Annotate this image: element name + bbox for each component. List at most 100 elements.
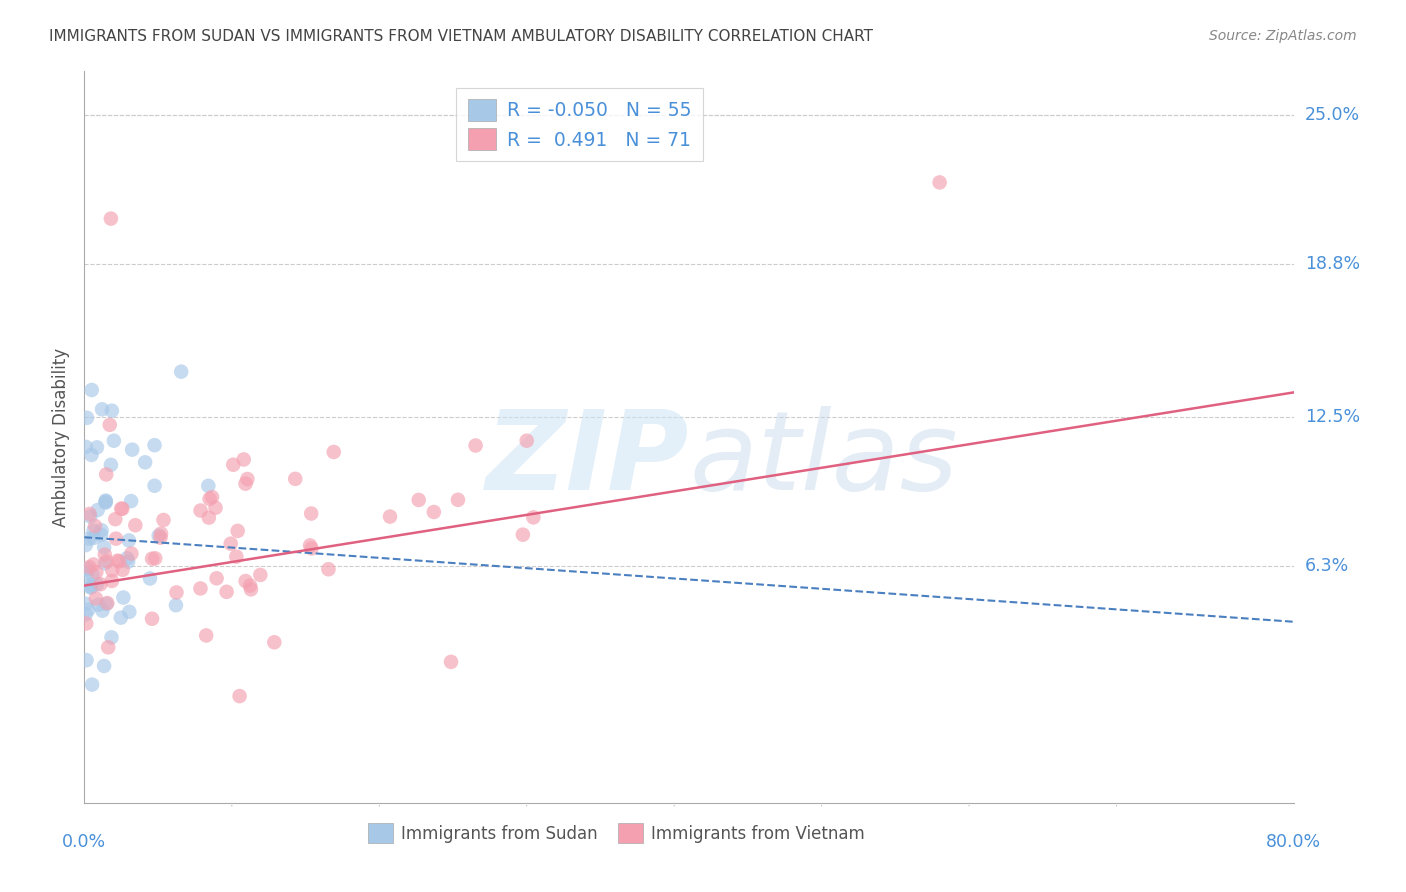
Point [236,472,259,486]
Point [322,445,344,459]
Point [90,528,112,542]
Point [101,403,124,417]
Point [79,581,101,595]
Point [165,598,187,612]
Point [440,655,463,669]
Point [143,551,166,566]
Point [87,503,110,517]
Point [148,529,170,543]
Text: ZIP: ZIP [485,406,689,513]
Point [91,402,114,417]
Point [204,500,226,515]
Point [226,524,249,538]
Point [118,605,141,619]
Point [239,582,262,597]
Legend: Immigrants from Sudan, Immigrants from Vietnam: Immigrants from Sudan, Immigrants from V… [361,817,872,849]
Point [96,596,118,610]
Point [83,524,105,538]
Point [76,562,98,576]
Point [152,513,174,527]
Point [120,494,142,508]
Point [100,458,122,472]
Point [205,571,228,585]
Point [111,563,134,577]
Point [318,562,340,576]
Point [139,571,162,585]
Point [80,580,103,594]
Point [76,566,98,581]
Point [75,440,97,454]
Point [928,175,950,189]
Point [516,434,538,448]
Point [84,519,107,533]
Point [77,532,100,546]
Text: 18.8%: 18.8% [1305,255,1360,274]
Point [79,509,101,524]
Point [190,503,212,517]
Point [110,610,132,624]
Text: 6.3%: 6.3% [1305,558,1348,575]
Point [115,551,138,566]
Point [93,540,115,554]
Point [198,491,221,506]
Point [96,597,118,611]
Point [235,476,257,491]
Point [197,479,219,493]
Point [232,452,254,467]
Point [79,560,101,574]
Point [143,438,166,452]
Point [94,548,117,562]
Point [284,472,307,486]
Point [96,467,118,482]
Point [464,438,486,452]
Point [141,551,163,566]
Point [215,584,238,599]
Point [97,640,120,655]
Point [83,531,105,545]
Text: atlas: atlas [689,406,957,513]
Point [166,585,188,599]
Point [120,547,142,561]
Point [299,538,322,552]
Point [149,531,172,545]
Point [121,442,143,457]
Point [112,591,135,605]
Point [423,505,446,519]
Point [201,490,224,504]
Text: IMMIGRANTS FROM SUDAN VS IMMIGRANTS FROM VIETNAM AMBULATORY DISABILITY CORRELATI: IMMIGRANTS FROM SUDAN VS IMMIGRANTS FROM… [49,29,873,44]
Point [76,653,98,667]
Point [198,510,221,524]
Point [239,578,262,592]
Point [108,554,131,568]
Point [301,541,323,556]
Point [195,628,218,642]
Point [75,538,97,552]
Point [150,526,173,541]
Point [190,582,212,596]
Point [75,616,97,631]
Point [94,496,117,510]
Point [75,607,97,622]
Point [75,597,97,611]
Point [117,555,139,569]
Point [235,574,257,588]
Point [80,677,103,691]
Point [141,612,163,626]
Point [82,568,104,582]
Point [101,563,124,577]
Point [110,501,132,516]
Point [77,602,100,616]
Point [82,558,104,572]
Text: 25.0%: 25.0% [1305,106,1360,124]
Point [124,518,146,533]
Point [104,512,127,526]
Point [299,507,322,521]
Text: 12.5%: 12.5% [1305,408,1360,425]
Point [104,532,127,546]
Point [79,507,101,521]
Point [93,659,115,673]
Point [94,494,117,508]
Point [86,577,108,591]
Text: 80.0%: 80.0% [1265,833,1322,851]
Point [100,211,122,226]
